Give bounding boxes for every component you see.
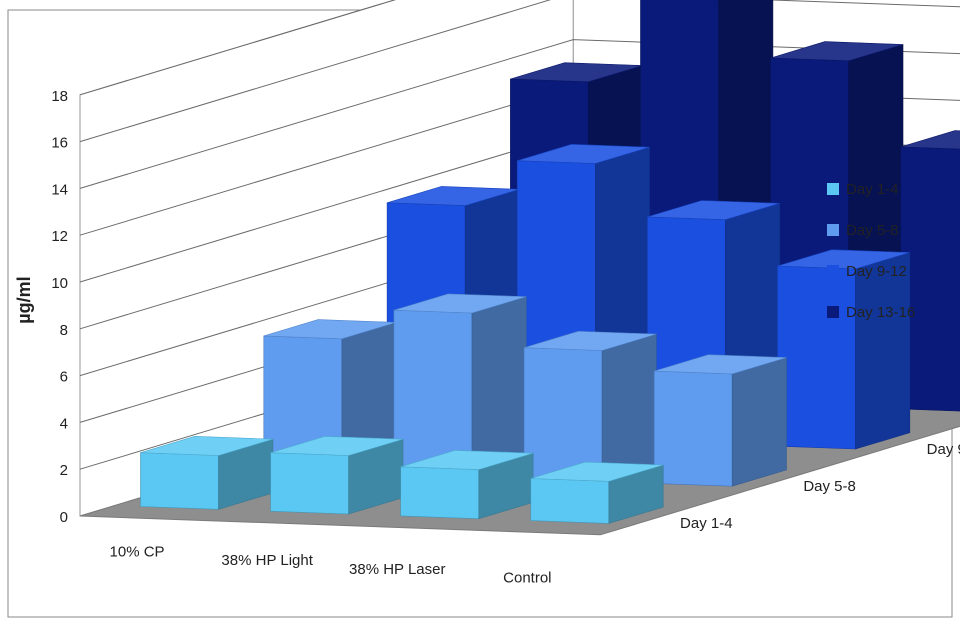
y-tick-label: 12 bbox=[51, 228, 68, 245]
legend-label: Day 1-4 bbox=[846, 181, 899, 198]
bar-side-face bbox=[856, 253, 910, 450]
category-label: 10% CP bbox=[110, 543, 165, 560]
y-tick-label: 8 bbox=[60, 322, 68, 339]
legend-label: Day 5-8 bbox=[846, 222, 899, 239]
bar bbox=[141, 436, 273, 509]
category-label: 38% HP Light bbox=[221, 552, 313, 569]
bar-front-face bbox=[141, 453, 219, 510]
bar bbox=[401, 450, 533, 518]
bar-front-face bbox=[401, 467, 479, 519]
category-label: 38% HP Laser bbox=[349, 561, 445, 578]
legend-swatch bbox=[827, 183, 839, 195]
legend-swatch bbox=[827, 224, 839, 236]
bar-front-face bbox=[271, 453, 349, 514]
bar bbox=[394, 294, 526, 477]
legend-label: Day 9-12 bbox=[846, 263, 907, 280]
bar-side-face bbox=[732, 358, 786, 487]
bar bbox=[654, 355, 786, 487]
legend-swatch bbox=[827, 265, 839, 277]
y-tick-label: 16 bbox=[51, 135, 68, 152]
y-tick-label: 0 bbox=[60, 509, 68, 526]
depth-label: Day 1-4 bbox=[680, 515, 733, 532]
depth-label: Day 5-8 bbox=[803, 478, 856, 495]
bar-side-face bbox=[472, 297, 526, 477]
bar-front-face bbox=[524, 348, 602, 482]
bar-front-face bbox=[531, 479, 609, 524]
category-label: Control bbox=[503, 569, 551, 586]
y-tick-label: 2 bbox=[60, 462, 68, 479]
bar bbox=[524, 331, 656, 481]
bar-front-face bbox=[654, 371, 732, 486]
y-tick-label: 6 bbox=[60, 369, 68, 386]
legend-label: Day 13-16 bbox=[846, 304, 915, 321]
y-axis-label: µg/ml bbox=[14, 276, 34, 323]
y-tick-label: 10 bbox=[51, 275, 68, 292]
bar-side-face bbox=[602, 334, 656, 481]
y-tick-label: 14 bbox=[51, 181, 68, 198]
y-tick-label: 18 bbox=[51, 88, 68, 105]
bar-front-face bbox=[777, 266, 855, 449]
depth-label: Day 9-12 bbox=[927, 441, 960, 458]
y-tick-label: 4 bbox=[60, 415, 68, 432]
legend-swatch bbox=[827, 306, 839, 318]
bar bbox=[271, 436, 403, 514]
